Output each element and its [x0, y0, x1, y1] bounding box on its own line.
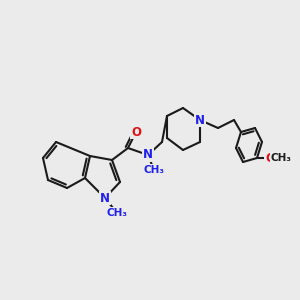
Text: N: N [100, 191, 110, 205]
Text: CH₃: CH₃ [271, 153, 292, 163]
Text: O: O [131, 125, 141, 139]
Text: O: O [265, 152, 275, 164]
Text: N: N [143, 148, 153, 161]
Text: N: N [195, 113, 205, 127]
Text: CH₃: CH₃ [143, 165, 164, 175]
Text: CH₃: CH₃ [106, 208, 128, 218]
